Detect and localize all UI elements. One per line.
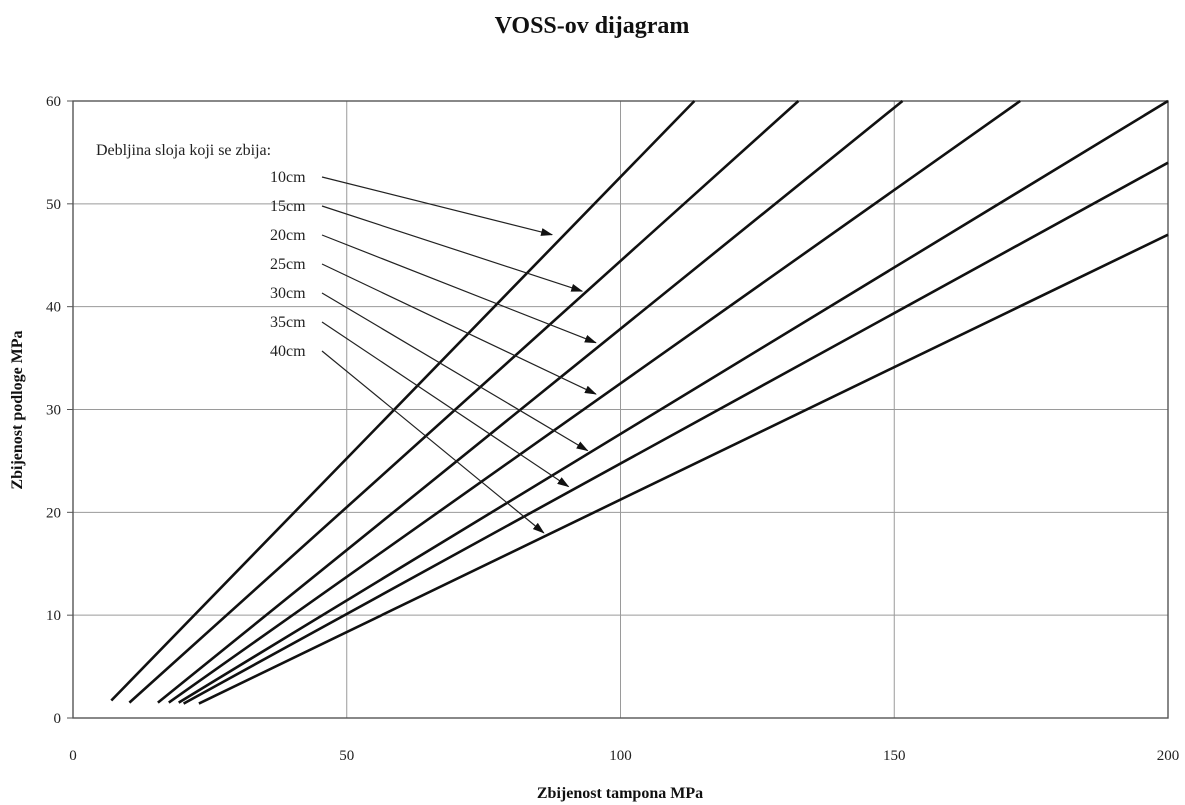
series-label-25cm: 25cm [270, 256, 306, 273]
series-label-35cm: 35cm [270, 314, 306, 331]
series-line-35cm [182, 161, 1169, 705]
series-lines [110, 99, 1169, 705]
annotations: Debljina sloja koji se zbija: 10cm 15cm 20… [96, 142, 597, 534]
annotation-arrow-15cm [321, 205, 584, 292]
annotation-arrow-35cm [321, 321, 570, 488]
series-label-40cm: 40cm [270, 343, 306, 360]
series-line-20cm [157, 99, 904, 704]
series-label-30cm: 30cm [270, 285, 306, 302]
series-line-40cm [198, 233, 1169, 705]
series-line-25cm [168, 99, 1021, 704]
chart-title: VOSS-ov dijagram [495, 13, 690, 39]
gridlines [72, 100, 1169, 719]
series-label-10cm: 10cm [270, 169, 306, 186]
y-tick-label: 60 [46, 94, 61, 110]
y-axis-title: Zbijenost podloge MPa [9, 330, 26, 489]
x-tick-label: 150 [883, 748, 906, 764]
x-tick-label: 100 [609, 748, 632, 764]
y-tick-label: 0 [54, 711, 62, 727]
x-tick-label: 200 [1157, 748, 1180, 764]
series-line-15cm [128, 100, 800, 704]
y-tick-label: 20 [46, 505, 61, 521]
y-tick-label: 50 [46, 197, 61, 213]
y-tick-label: 30 [46, 403, 61, 419]
y-tick-label: 40 [46, 300, 61, 316]
x-axis-title: Zbijenost tampona MPa [537, 785, 703, 802]
tick-labels: 0 50 100 150 200 0 10 20 30 40 50 60 [46, 94, 1179, 764]
annotation-arrow-40cm [321, 350, 545, 534]
series-label-15cm: 15cm [270, 198, 306, 215]
annotation-arrow-20cm [321, 234, 597, 344]
annotation-arrow-10cm [321, 176, 554, 236]
x-tick-label: 50 [339, 748, 354, 764]
annotation-arrow-30cm [321, 292, 589, 452]
annotation-arrow-25cm [321, 263, 597, 395]
x-tick-label: 0 [69, 748, 77, 764]
series-line-10cm [110, 100, 696, 702]
annotation-heading: Debljina sloja koji se zbija: [96, 142, 271, 159]
series-line-30cm [178, 99, 1169, 704]
y-tick-label: 10 [46, 608, 61, 624]
series-label-20cm: 20cm [270, 227, 306, 244]
